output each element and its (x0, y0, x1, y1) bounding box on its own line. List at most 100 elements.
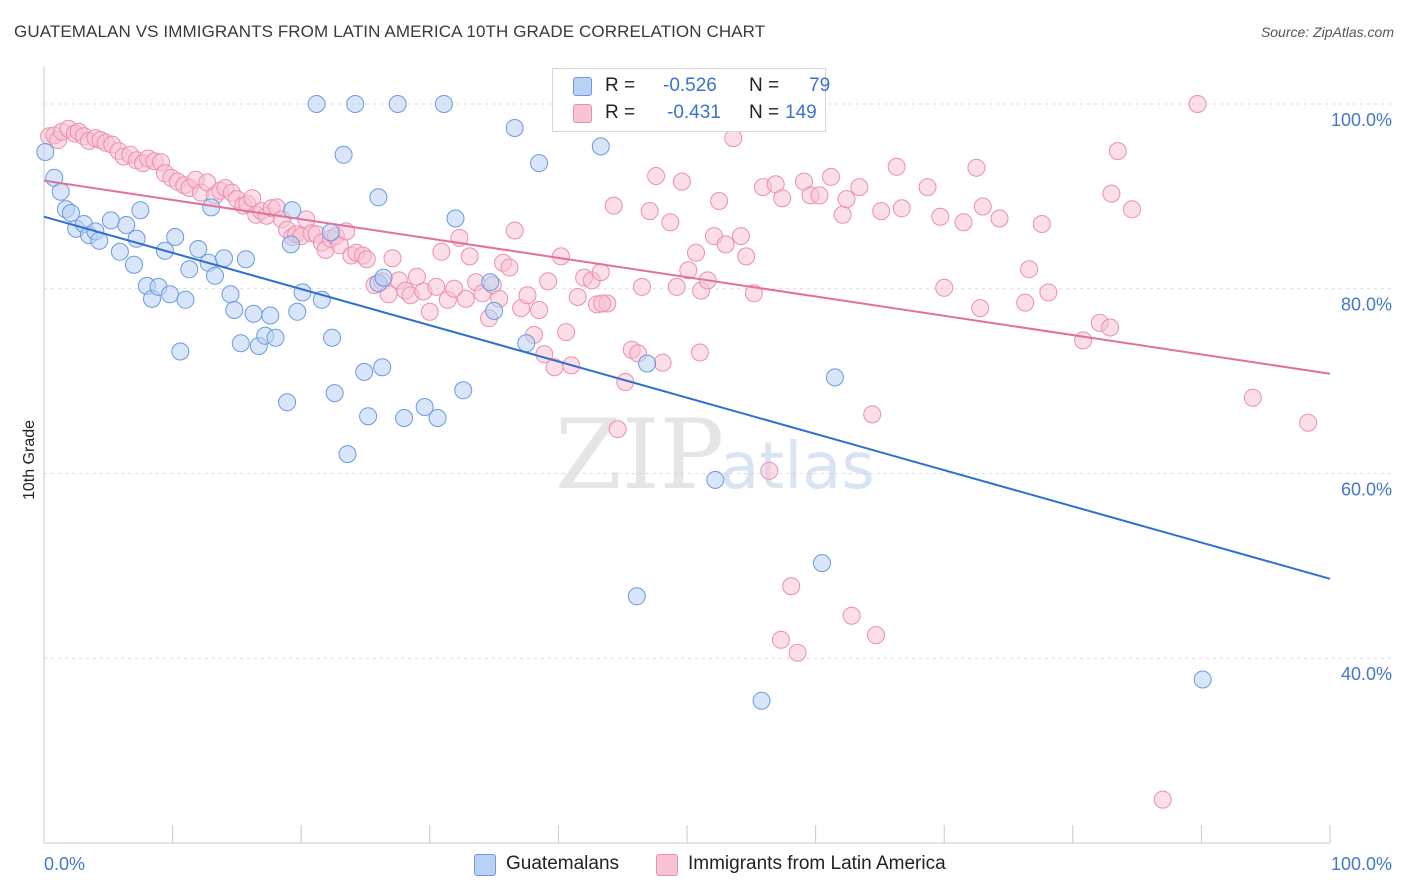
guatemalans-point (215, 249, 233, 268)
immigrants-point (640, 202, 659, 221)
y-tick-label: 100.0% (1331, 110, 1392, 130)
guatemalans-point (373, 358, 392, 377)
immigrants-point (1108, 142, 1127, 161)
guatemalans-point (101, 211, 120, 230)
immigrants-trend-line (43, 179, 1331, 375)
guatemalans-point (517, 334, 536, 353)
grid-lines (44, 103, 1392, 659)
guatemalans-point (428, 409, 447, 427)
guatemalans-point (281, 235, 300, 254)
immigrants-point (653, 353, 672, 372)
immigrants-point (593, 294, 612, 313)
guatemalans-point (231, 334, 250, 353)
guatemalans-point (110, 242, 129, 261)
guatemalans-point (395, 409, 414, 427)
immigrants-point (1188, 95, 1207, 113)
series-guatemalans-points (36, 95, 1212, 710)
legend-n-value: 149 (785, 102, 817, 123)
immigrants-point (667, 277, 686, 296)
guatemalans-point (278, 393, 297, 412)
immigrants-point (842, 606, 861, 625)
guatemalans-point (307, 95, 326, 113)
immigrants-point (1243, 388, 1262, 407)
guatemalans-point (325, 384, 344, 403)
immigrants-point (872, 202, 891, 221)
immigrants-point (1016, 293, 1035, 312)
immigrants-point (505, 221, 524, 240)
immigrants-point (744, 284, 763, 303)
immigrants-point (973, 197, 992, 216)
guatemalans-point (454, 381, 473, 400)
immigrants-point (954, 213, 973, 232)
x-tick-label: 0.0% (44, 854, 85, 874)
guatemalans-point (176, 290, 195, 309)
guatemalans-point (638, 354, 657, 373)
guatemalans-point (485, 301, 504, 320)
immigrants-point (773, 189, 792, 208)
guatemalans-point (355, 362, 374, 381)
guatemalans-point (189, 240, 208, 258)
immigrants-point (500, 258, 519, 277)
immigrants-point (822, 167, 840, 186)
guatemalans-point (288, 302, 307, 321)
immigrants-point (591, 263, 610, 282)
immigrants-point (568, 288, 587, 306)
immigrants-point (833, 205, 852, 224)
guatemalans-point (236, 250, 255, 269)
stats-legend: R = -0.526 N = 79 R = -0.431 N = 149 (552, 68, 830, 132)
immigrants-point (760, 461, 779, 480)
guatemalans-point (334, 145, 353, 164)
legend-n-label: N = (749, 75, 780, 96)
guatemalans-point (706, 470, 725, 489)
y-tick-label: 60.0% (1341, 479, 1392, 499)
immigrants-point (427, 277, 446, 296)
guatemalans-point (321, 223, 340, 242)
immigrants-point (1153, 790, 1172, 809)
guatemalans-point (1193, 670, 1212, 689)
guatemalans-point (161, 285, 179, 304)
guatemalans-point (171, 342, 190, 361)
immigrants-point (357, 250, 376, 269)
guatemalans-point (359, 407, 378, 426)
immigrants-point (1039, 283, 1058, 302)
guatemalans-point (338, 445, 357, 464)
guatemalans-point (117, 216, 136, 234)
guatemalans-point (346, 95, 365, 113)
legend-r-value: -0.431 (667, 102, 721, 123)
immigrants-point (990, 209, 1009, 228)
immigrants-point (647, 167, 666, 185)
immigrants-point (407, 267, 426, 286)
guatemalans-point (166, 228, 185, 246)
guatemalans-point (293, 283, 312, 302)
guatemalans-point (125, 255, 143, 274)
guatemalans-point (813, 554, 831, 573)
guatemalans-point (627, 587, 646, 606)
immigrants-point (661, 213, 680, 232)
chart-title: GUATEMALAN VS IMMIGRANTS FROM LATIN AMER… (14, 22, 766, 41)
watermark-zip: ZIP (555, 399, 724, 511)
legend-swatch-blue (573, 77, 592, 96)
immigrants-point (782, 577, 801, 596)
immigrants-point (1101, 318, 1120, 337)
trend-lines (43, 179, 1331, 580)
guatemalans-point (51, 182, 70, 201)
legend-r-label: R = (605, 102, 636, 123)
tick-labels: 40.0% 60.0% 80.0% 100.0% 0.0% 100.0% (44, 110, 1392, 874)
guatemalans-point (225, 301, 244, 319)
immigrants-point (687, 243, 705, 262)
immigrants-point (724, 129, 743, 148)
immigrants-point (863, 405, 882, 424)
immigrants-point (1020, 260, 1039, 279)
guatemalans-point (261, 306, 280, 325)
guatemalans-point (244, 304, 263, 323)
immigrants-point (633, 277, 651, 296)
guatemalans-point (752, 691, 771, 710)
guatemalans-point (446, 209, 465, 228)
y-tick-label: 80.0% (1341, 295, 1392, 315)
immigrants-point (867, 626, 885, 645)
immigrants-point (810, 186, 829, 205)
immigrants-point (1074, 331, 1093, 350)
immigrants-point (971, 299, 990, 318)
immigrants-point (737, 247, 756, 266)
